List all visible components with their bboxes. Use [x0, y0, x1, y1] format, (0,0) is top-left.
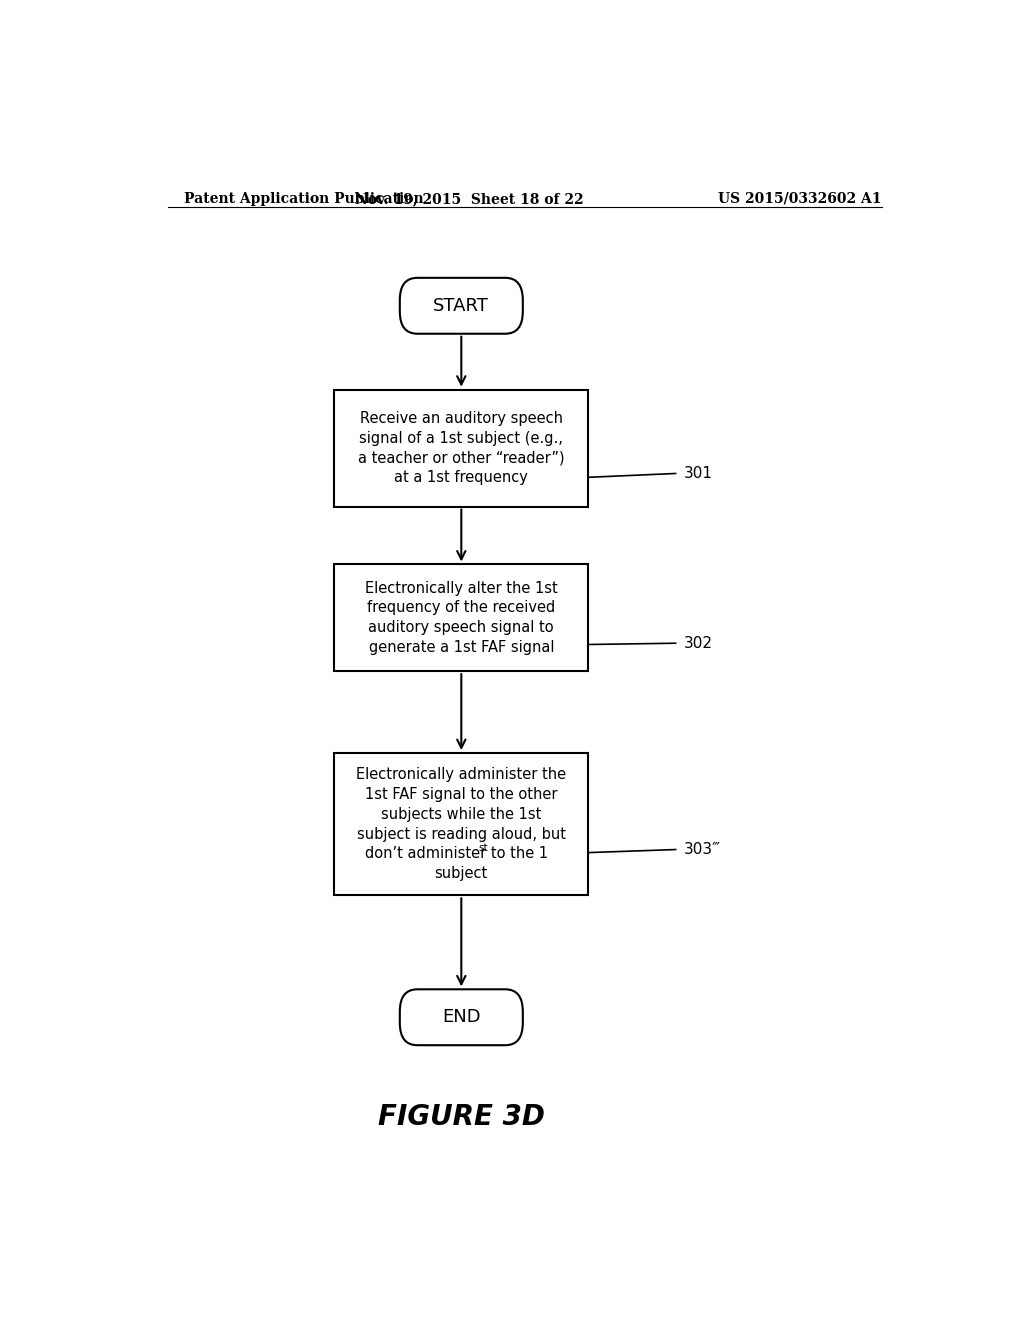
Text: Electronically alter the 1st
frequency of the received
auditory speech signal to: Electronically alter the 1st frequency o… — [365, 581, 558, 655]
FancyBboxPatch shape — [399, 277, 523, 334]
Text: Patent Application Publication: Patent Application Publication — [183, 191, 423, 206]
FancyBboxPatch shape — [334, 752, 588, 895]
Text: US 2015/0332602 A1: US 2015/0332602 A1 — [719, 191, 882, 206]
Text: Electronically administer the
1st FAF signal to the other
subjects while the 1st: Electronically administer the 1st FAF si… — [356, 767, 566, 882]
Text: Receive an auditory speech
signal of a 1st subject (e.g.,
a teacher or other “re: Receive an auditory speech signal of a 1… — [358, 411, 564, 486]
FancyBboxPatch shape — [334, 565, 588, 671]
FancyBboxPatch shape — [399, 989, 523, 1045]
Text: 303‴: 303‴ — [684, 842, 721, 857]
FancyBboxPatch shape — [334, 389, 588, 507]
Text: 302: 302 — [684, 636, 713, 651]
Text: 301: 301 — [684, 466, 713, 480]
Text: FIGURE 3D: FIGURE 3D — [378, 1104, 545, 1131]
Text: st: st — [479, 843, 488, 854]
Text: Nov. 19, 2015  Sheet 18 of 22: Nov. 19, 2015 Sheet 18 of 22 — [355, 191, 584, 206]
Text: END: END — [442, 1008, 480, 1026]
Text: START: START — [433, 297, 489, 314]
